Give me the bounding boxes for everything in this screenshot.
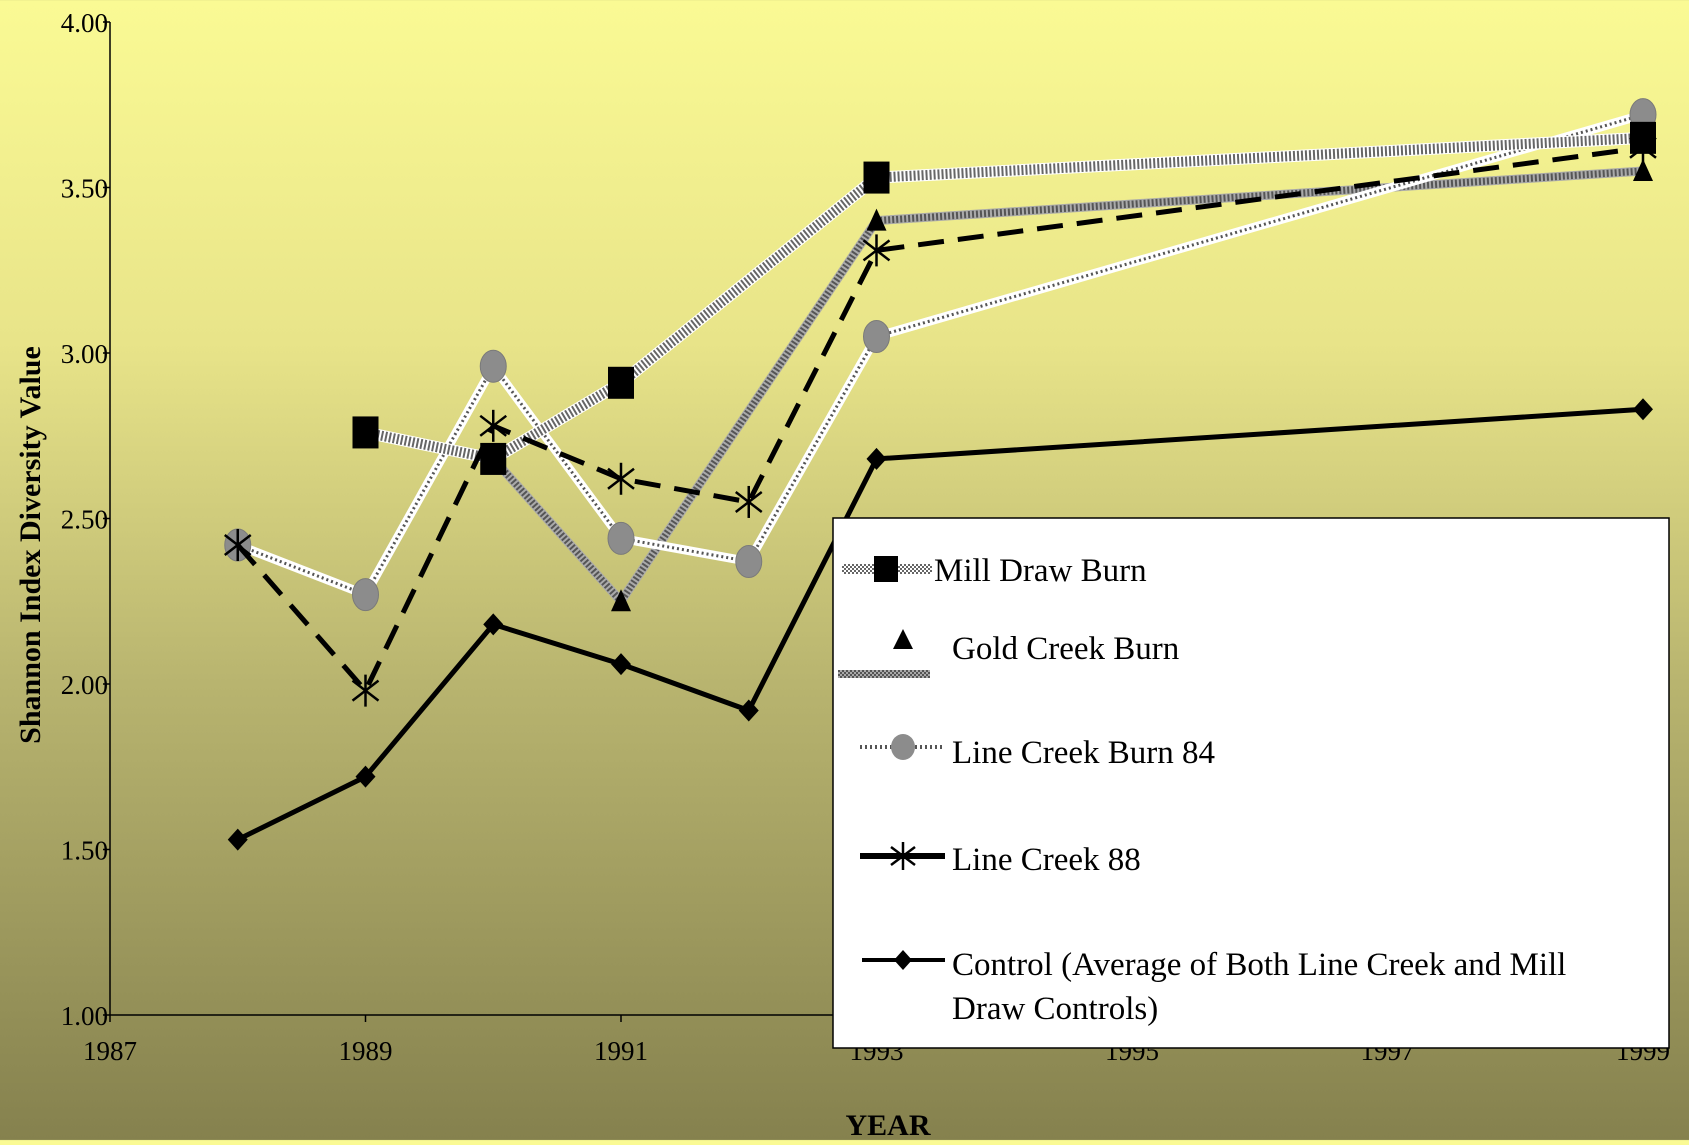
y-ticks: 1.00 1.50 2.00 2.50 3.00 3.50 4.00 xyxy=(61,8,110,1031)
y-tick-label: 3.50 xyxy=(61,174,108,204)
x-tick-label: 1991 xyxy=(594,1036,648,1066)
series-control-average-of-both-line-creek-and-mill-draw-controls-point xyxy=(611,653,631,676)
series-line-creek-burn-84-point xyxy=(735,545,763,579)
y-tick-label: 2.50 xyxy=(61,505,108,535)
series-line-creek-burn-84-point xyxy=(352,578,379,612)
legend-label-gold-creek-burn: Gold Creek Burn xyxy=(952,631,1179,667)
series-gold-creek-burn-point xyxy=(1633,158,1653,181)
y-tick-label: 4.00 xyxy=(61,8,108,38)
legend-label-line-creek-88: Line Creek 88 xyxy=(952,842,1141,878)
series-line-creek-88-point xyxy=(607,462,635,495)
series-mill-draw-burn xyxy=(352,121,1656,475)
x-tick-label: 1989 xyxy=(339,1036,393,1066)
legend-marker-asterisk xyxy=(890,842,916,870)
legend-label-control-line2: Draw Controls) xyxy=(952,991,1158,1027)
series-control-average-of-both-line-creek-and-mill-draw-controls-point xyxy=(227,828,248,851)
series-line-creek-88-point xyxy=(862,234,891,267)
legend-label-mill-draw-burn: Mill Draw Burn xyxy=(934,553,1147,589)
legend-label-control-line1: Control (Average of Both Line Creek and … xyxy=(952,947,1566,983)
legend: Mill Draw Burn Gold Creek Burn Line Cree… xyxy=(832,517,1670,1049)
legend-marker-square xyxy=(874,556,898,582)
series-layer xyxy=(223,98,1657,851)
legend-item-mill-draw-burn: Mill Draw Burn xyxy=(842,553,1147,589)
x-tick-label: 1987 xyxy=(83,1036,137,1066)
legend-marker-circle xyxy=(891,734,915,760)
series-gold-creek-burn-point xyxy=(866,208,887,231)
series-control-average-of-both-line-creek-and-mill-draw-controls-point xyxy=(483,613,504,636)
y-tick-label: 1.50 xyxy=(61,836,108,866)
series-line-creek-88 xyxy=(223,131,1657,707)
legend-box xyxy=(832,517,1670,1049)
axes: 1.00 1.50 2.00 2.50 3.00 3.50 4.00 1987 1989 199… xyxy=(61,8,1670,1066)
series-line-creek-burn-84-point xyxy=(863,319,890,353)
series-control-average-of-both-line-creek-and-mill-draw-controls-point xyxy=(738,699,759,722)
legend-item-line-creek-burn-84: Line Creek Burn 84 xyxy=(860,734,1215,771)
legend-item-line-creek-88: Line Creek 88 xyxy=(860,842,1141,878)
series-line-creek-burn-84-point xyxy=(607,521,635,555)
legend-label-line-creek-burn-84: Line Creek Burn 84 xyxy=(952,735,1215,771)
series-line-creek-88-point xyxy=(734,485,763,518)
y-tick-label: 2.00 xyxy=(61,670,108,700)
series-mill-draw-burn-point xyxy=(608,366,634,399)
x-axis-label: YEAR xyxy=(845,1109,930,1140)
series-control-average-of-both-line-creek-and-mill-draw-controls-point xyxy=(866,447,887,470)
series-line-creek-88-point xyxy=(223,528,252,561)
legend-item-gold-creek-burn: Gold Creek Burn xyxy=(838,629,1179,678)
series-control-average-of-both-line-creek-and-mill-draw-controls xyxy=(227,398,1653,851)
series-line-creek-88-point xyxy=(351,674,380,707)
y-axis-label: Shannon Index Diversity Value xyxy=(14,346,47,744)
legend-swatch-gold-creek-burn xyxy=(838,670,930,678)
y-tick-label: 3.00 xyxy=(61,339,108,369)
series-mill-draw-burn-point xyxy=(863,161,890,194)
series-line-creek-88-point xyxy=(479,409,508,442)
series-line-creek-burn-84-point xyxy=(479,349,507,383)
series-gold-creek-burn-point xyxy=(611,589,631,612)
legend-marker-diamond xyxy=(894,950,912,970)
legend-item-control: Control (Average of Both Line Creek and … xyxy=(862,947,1566,1027)
series-line-creek-88-point xyxy=(1629,131,1657,164)
legend-marker-triangle xyxy=(893,629,913,649)
series-control-average-of-both-line-creek-and-mill-draw-controls-point xyxy=(355,765,376,788)
series-mill-draw-burn-point xyxy=(352,416,379,449)
series-control-average-of-both-line-creek-and-mill-draw-controls-point xyxy=(1633,398,1653,421)
y-tick-label: 1.00 xyxy=(61,1001,108,1031)
